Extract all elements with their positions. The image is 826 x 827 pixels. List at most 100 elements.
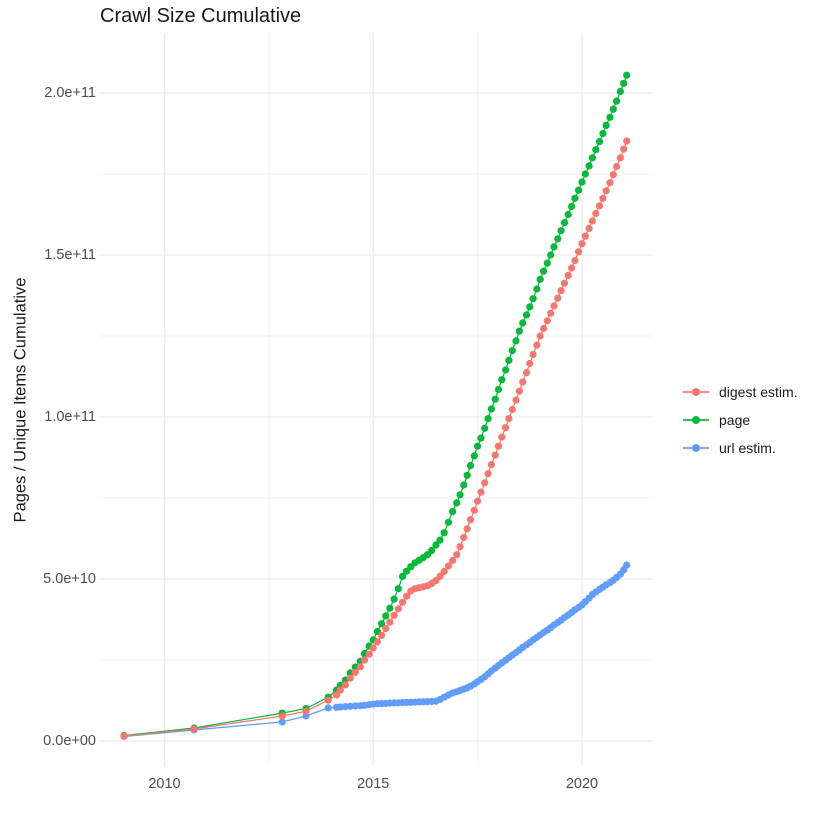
data-point <box>398 572 407 581</box>
data-point <box>460 481 468 489</box>
data-point <box>540 267 548 275</box>
data-point <box>378 631 386 640</box>
data-point <box>436 572 444 581</box>
data-point <box>578 240 586 248</box>
data-point <box>453 551 461 559</box>
data-point <box>440 529 448 537</box>
data-point <box>526 303 534 311</box>
data-point <box>522 311 531 319</box>
data-point <box>613 162 621 171</box>
data-point <box>585 162 593 170</box>
data-point <box>324 696 332 704</box>
data-point <box>382 625 390 633</box>
y-axis-tick-label: 2.0e+11 <box>44 85 96 101</box>
data-point <box>512 396 520 404</box>
legend-label-url-estim: url estim. <box>719 440 776 456</box>
data-point <box>481 479 489 487</box>
data-point <box>491 395 499 403</box>
data-point <box>588 217 596 225</box>
chart-title: Crawl Size Cumulative <box>100 5 302 27</box>
data-point <box>436 536 444 544</box>
data-point <box>522 369 531 377</box>
data-point <box>519 378 527 386</box>
data-point <box>585 224 593 232</box>
data-point <box>382 612 390 620</box>
data-point <box>609 105 617 113</box>
data-point <box>498 433 506 441</box>
y-axis-tick-label: 5.0e+10 <box>43 570 96 587</box>
legend-label-digest-estim: digest estim. <box>719 384 798 400</box>
data-point <box>470 506 478 514</box>
data-point <box>599 129 607 138</box>
plot-panel <box>100 33 652 766</box>
data-point <box>453 499 461 507</box>
data-point <box>533 285 541 293</box>
data-point <box>466 516 475 524</box>
data-point <box>536 332 544 340</box>
legend-item-page: page <box>683 406 798 434</box>
series-digest-estim <box>120 137 631 740</box>
data-point <box>564 210 572 219</box>
data-point <box>494 385 503 394</box>
x-axis-tick-label: 2015 <box>357 776 390 792</box>
data-point <box>491 451 499 459</box>
data-point <box>474 497 482 505</box>
data-point <box>620 79 628 87</box>
data-point <box>428 546 436 555</box>
data-point <box>529 295 537 303</box>
data-point <box>487 461 495 469</box>
data-point <box>498 376 506 384</box>
data-point <box>609 171 617 179</box>
data-point <box>394 605 402 613</box>
legend-item-digest-estim: digest estim. <box>683 378 798 406</box>
data-point <box>346 674 354 682</box>
data-point <box>575 186 583 194</box>
data-point <box>592 146 600 154</box>
data-point <box>606 179 614 187</box>
data-point <box>519 319 527 327</box>
y-axis-tick-label: 0.0e+00 <box>43 732 96 749</box>
legend: digest estim. page url estim. <box>683 378 798 462</box>
y-axis-tick-label: 1.0e+11 <box>44 408 96 425</box>
data-point <box>463 471 471 479</box>
data-point <box>494 442 503 450</box>
data-point <box>505 356 513 364</box>
data-point <box>547 309 555 317</box>
legend-item-url-estim: url estim. <box>683 434 798 462</box>
data-point <box>481 424 489 432</box>
data-point <box>278 712 286 720</box>
data-point <box>502 366 510 374</box>
data-point <box>543 317 551 325</box>
series-page <box>120 71 631 740</box>
data-point <box>505 415 513 423</box>
data-point <box>474 442 482 450</box>
data-point <box>190 725 198 733</box>
data-point <box>568 202 576 210</box>
data-point <box>613 97 621 105</box>
series-url-estim <box>120 561 631 741</box>
data-point <box>536 275 544 283</box>
y-axis-tick-label: 1.5e+11 <box>44 246 96 263</box>
data-point <box>554 294 562 302</box>
data-point <box>369 644 377 652</box>
data-point <box>557 287 565 295</box>
data-point <box>449 508 457 516</box>
legend-label-page: page <box>719 412 751 428</box>
x-axis-tick-label: 2020 <box>565 776 599 792</box>
data-point <box>390 611 398 619</box>
data-point <box>351 668 359 676</box>
data-point <box>581 170 589 178</box>
data-point <box>487 405 495 413</box>
data-point <box>386 604 394 612</box>
data-point <box>477 434 485 442</box>
data-point <box>403 567 411 575</box>
data-point <box>560 279 569 287</box>
data-point <box>554 235 562 243</box>
data-point <box>568 264 576 272</box>
data-point <box>460 533 468 542</box>
data-point <box>623 137 631 145</box>
data-point <box>456 491 464 499</box>
data-point <box>373 638 381 646</box>
data-point <box>540 324 548 333</box>
